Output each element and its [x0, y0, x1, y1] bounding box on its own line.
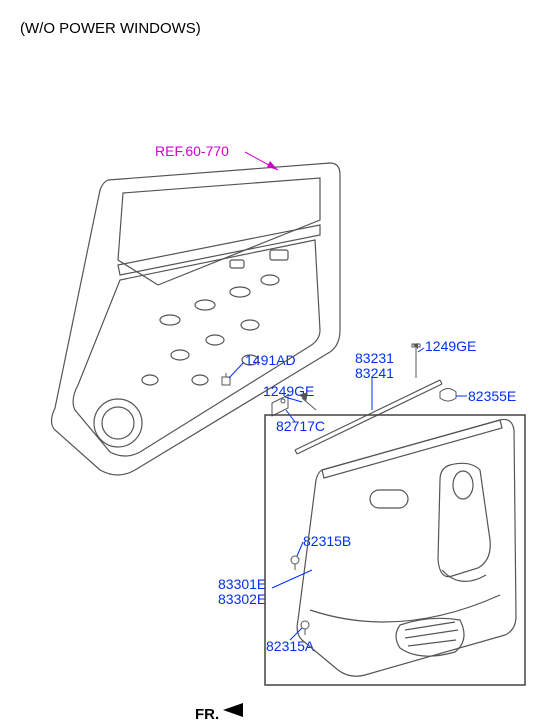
diagram-svg [0, 0, 560, 727]
group-box [265, 415, 525, 685]
part-82355E [440, 389, 456, 402]
door-trim-right [297, 419, 516, 676]
leader-1249GE-b [418, 348, 424, 352]
part-1491AD [222, 373, 230, 385]
part-1249GE-b [412, 343, 420, 378]
leader-83301E [272, 570, 312, 588]
part-82315B [291, 556, 299, 570]
fr-arrow-icon [223, 703, 243, 717]
part-82315A [301, 621, 309, 635]
leader-1491AD [229, 362, 244, 378]
leader-82717C [286, 410, 295, 422]
door-panel-left [52, 163, 341, 475]
part-1249GE-a [300, 393, 316, 410]
part-82717C [272, 395, 288, 416]
leader-82315B [297, 542, 303, 556]
